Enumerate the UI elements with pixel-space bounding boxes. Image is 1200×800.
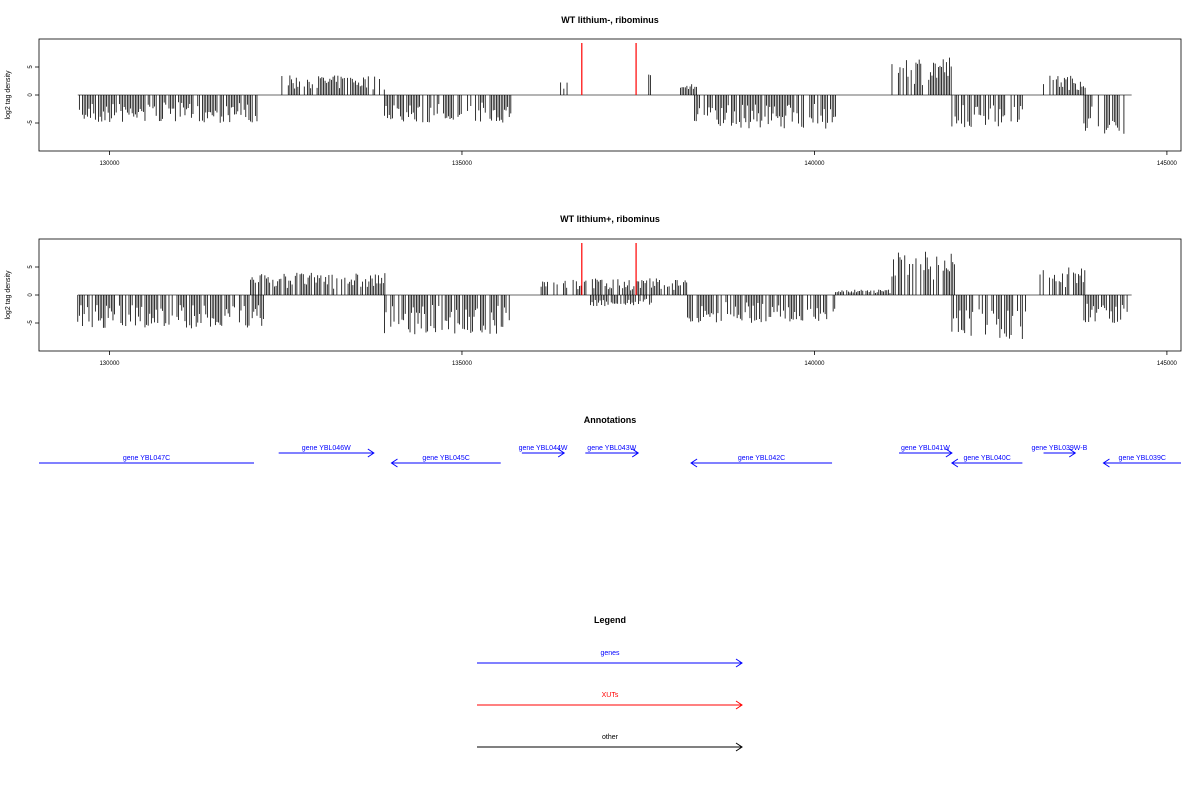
- arrowhead: [945, 448, 953, 458]
- gene-arrow: gene YBL043W: [585, 445, 640, 458]
- arrowhead: [1068, 448, 1077, 458]
- track-panel-lithium-plus: WT lithium+, ribominus log2 tag density …: [5, 214, 1182, 367]
- x-tick-label: 135000: [452, 361, 473, 367]
- arrowhead: [367, 448, 375, 458]
- track-title: WT lithium+, ribominus: [560, 214, 660, 224]
- arrowhead: [735, 742, 743, 752]
- y-axis-label: log2 tag density: [5, 270, 12, 320]
- axes: 130000 135000 140000 145000 -5 0 5: [28, 265, 1178, 367]
- gene-arrows: gene YBL047C gene YBL046W gene YBL045C gene…: [39, 445, 1181, 468]
- legend-label: XUTs: [602, 692, 619, 699]
- x-tick-label: 130000: [99, 161, 120, 167]
- gene-arrow: gene YBL039W-B: [1032, 445, 1088, 458]
- arrowhead: [735, 658, 743, 668]
- y-tick-label: 5: [28, 65, 34, 69]
- y-tick-label: -5: [28, 120, 34, 126]
- legend-item: other: [477, 734, 743, 752]
- arrowhead: [1102, 458, 1110, 468]
- gene-arrow: gene YBL042C: [690, 455, 833, 468]
- gene-label: gene YBL046W: [302, 445, 351, 452]
- arrowhead: [950, 458, 959, 468]
- gene-arrow: gene YBL040C: [950, 455, 1023, 468]
- gene-label: gene YBL040C: [963, 455, 1010, 462]
- gene-label: gene YBL042C: [738, 455, 785, 462]
- gene-label: gene YBL043W: [587, 445, 636, 452]
- density-bars: [77, 43, 1132, 134]
- legend-title: Legend: [594, 615, 626, 625]
- y-tick-label: -5: [28, 320, 34, 326]
- y-tick-label: 0: [28, 93, 34, 97]
- gene-label: gene YBL047C: [123, 455, 170, 462]
- x-tick-label: 145000: [1157, 161, 1178, 167]
- legend-label: genes: [600, 650, 620, 657]
- x-tick-label: 140000: [804, 361, 825, 367]
- arrowhead: [735, 700, 743, 710]
- gene-arrow: gene YBL045C: [390, 455, 501, 468]
- gene-label: gene YBL044W: [519, 445, 568, 452]
- arrowhead: [390, 458, 398, 468]
- gene-label: gene YBL041W: [901, 445, 950, 452]
- arrowhead: [631, 448, 640, 458]
- y-tick-label: 5: [28, 265, 34, 269]
- gene-arrow: gene YBL039C: [1102, 455, 1181, 468]
- x-tick-label: 130000: [99, 361, 120, 367]
- gene-arrow: gene YBL041W: [899, 445, 953, 458]
- legend: Legend genes XUTs other: [477, 615, 743, 752]
- legend-item: XUTs: [477, 692, 743, 710]
- legend-label: other: [602, 734, 619, 741]
- axes: 130000 135000 140000 145000 -5 0 5: [28, 65, 1178, 167]
- legend-item: genes: [477, 650, 743, 668]
- arrowhead: [690, 458, 698, 468]
- y-axis-label: log2 tag density: [5, 70, 12, 120]
- gene-arrow: gene YBL046W: [278, 445, 375, 458]
- gene-label: gene YBL045C: [422, 455, 469, 462]
- track-panel-lithium-minus: WT lithium-, ribominus log2 tag density …: [5, 15, 1182, 167]
- x-tick-label: 140000: [804, 161, 825, 167]
- gene-label: gene YBL039W-B: [1032, 445, 1088, 452]
- gene-label: gene YBL039C: [1119, 455, 1166, 462]
- gene-arrow: gene YBL047C: [39, 455, 255, 464]
- y-tick-label: 0: [28, 293, 34, 297]
- track-title: WT lithium-, ribominus: [561, 15, 659, 25]
- legend-items: genes XUTs other: [477, 650, 743, 752]
- annotations-title: Annotations: [584, 415, 637, 425]
- gene-arrow: gene YBL044W: [519, 445, 568, 458]
- arrowhead: [557, 448, 566, 458]
- x-tick-label: 135000: [452, 161, 473, 167]
- density-bars: [77, 243, 1132, 339]
- x-tick-label: 145000: [1157, 361, 1178, 367]
